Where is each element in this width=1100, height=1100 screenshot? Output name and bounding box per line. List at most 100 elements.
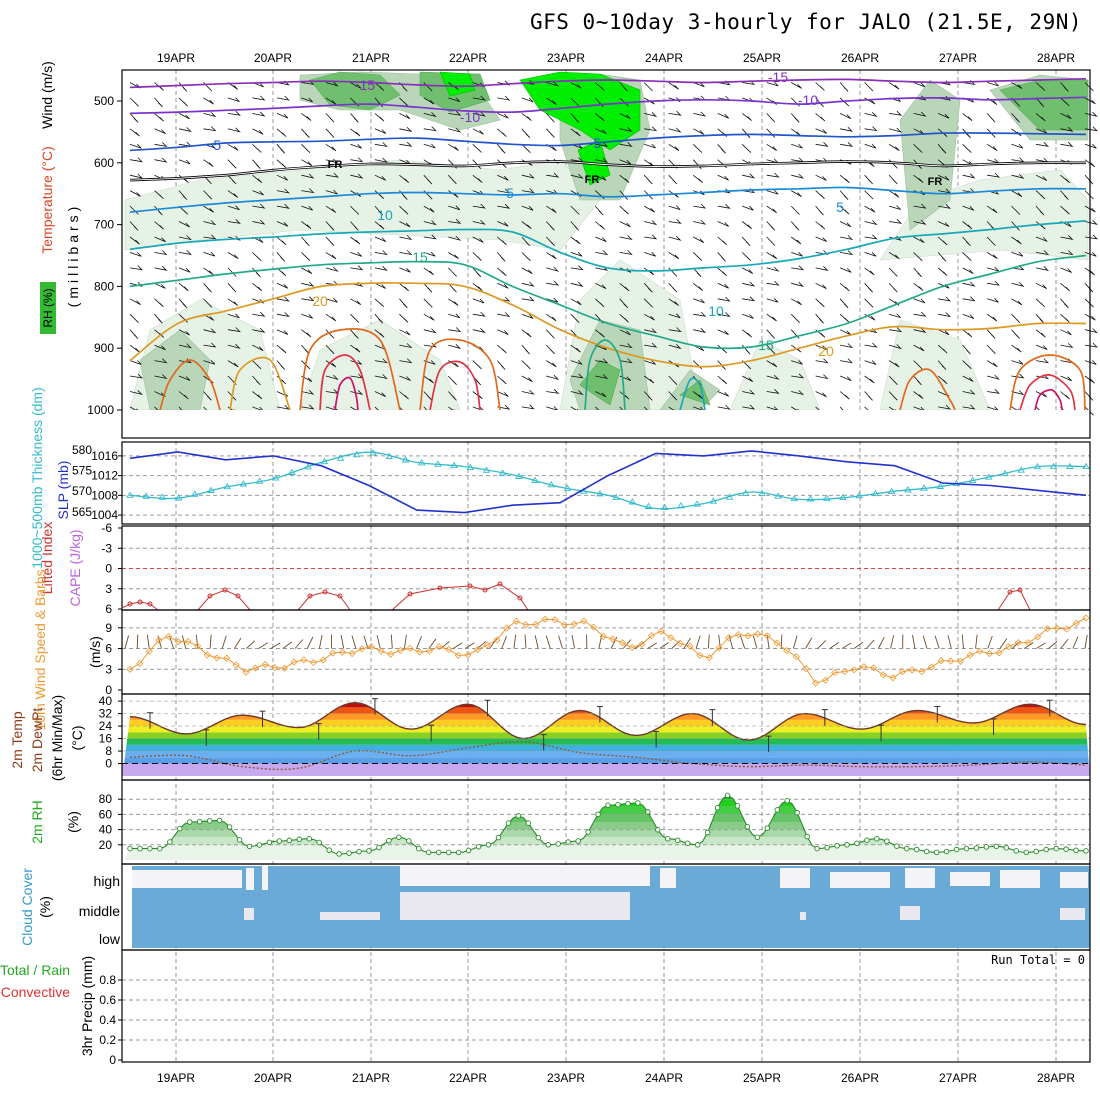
wind-speed-marker bbox=[1082, 614, 1090, 622]
y-tick-label: 1000 bbox=[87, 403, 114, 417]
wind-speed-marker bbox=[136, 659, 144, 668]
wind-barb bbox=[129, 344, 140, 353]
rh-tick-label: 60 bbox=[99, 807, 113, 821]
slp-tick-label: 1008 bbox=[91, 488, 118, 502]
cloud-clear-high bbox=[830, 872, 890, 888]
wind-barb bbox=[937, 344, 948, 354]
wind-speed-marker bbox=[464, 651, 472, 659]
chart-title: GFS 0~10day 3-hourly for JALO (21.5E, 29… bbox=[529, 10, 1082, 34]
rh-2m-marker bbox=[127, 845, 133, 852]
lifted-index-marker bbox=[337, 593, 343, 599]
wind-barb bbox=[497, 128, 507, 137]
thickness-marker bbox=[239, 480, 248, 487]
lifted-index-marker bbox=[222, 587, 228, 593]
wind-barb bbox=[301, 221, 312, 230]
wind-speed-marker bbox=[1014, 639, 1022, 647]
wind-barb bbox=[521, 113, 532, 121]
wind-barb bbox=[643, 190, 653, 200]
wind-barb bbox=[595, 174, 607, 181]
wind-barb bbox=[888, 174, 898, 185]
wind-barb bbox=[913, 111, 927, 117]
rh-2m-marker bbox=[286, 837, 293, 844]
wind-barb bbox=[840, 343, 854, 349]
wind-barb bbox=[203, 234, 217, 240]
wind-speed-marker bbox=[763, 632, 771, 640]
wind-barb bbox=[1084, 82, 1094, 92]
wind-barb bbox=[937, 174, 950, 181]
temp-band bbox=[122, 738, 1090, 745]
rh-2m-marker bbox=[864, 837, 870, 843]
wind-speed-marker bbox=[966, 651, 974, 659]
lifted-index-marker bbox=[482, 587, 488, 593]
wind-barb bbox=[1084, 190, 1094, 200]
wind-barb bbox=[595, 298, 605, 308]
thickness-marker bbox=[887, 487, 896, 495]
wind-barb bbox=[325, 205, 337, 213]
wind-speed-marker bbox=[908, 666, 916, 674]
wind-barb bbox=[1011, 221, 1020, 231]
slp-tick-label: 1016 bbox=[91, 449, 118, 463]
wind-barb bbox=[546, 329, 555, 339]
contour-label: FR bbox=[328, 159, 343, 171]
run-total-label: Run Total = 0 bbox=[991, 953, 1085, 967]
wind-barb bbox=[805, 637, 813, 649]
wind-barb bbox=[350, 82, 362, 89]
lifted-index-line bbox=[391, 583, 529, 611]
wind-barb bbox=[913, 174, 924, 183]
temp-unit-label: (°C) bbox=[69, 725, 85, 750]
wind-barb bbox=[1011, 236, 1022, 245]
wind-barb bbox=[423, 174, 433, 185]
rh-band bbox=[122, 822, 1090, 830]
wind-barb bbox=[546, 297, 559, 303]
slp-tick-label: 1012 bbox=[91, 469, 118, 483]
wind-barb bbox=[521, 173, 535, 179]
cloud-clear-middle bbox=[470, 895, 500, 919]
thickness-marker bbox=[1049, 462, 1058, 470]
cloud-clear-middle bbox=[800, 912, 806, 920]
wind-barb bbox=[791, 157, 805, 163]
wind-barb bbox=[374, 174, 386, 181]
wind-barb bbox=[619, 127, 633, 132]
wind-barb bbox=[913, 236, 925, 244]
wind-barb bbox=[937, 267, 948, 277]
wind-speed-marker bbox=[812, 679, 820, 687]
wind-barb bbox=[766, 189, 779, 195]
wind-barb bbox=[448, 375, 457, 385]
bottom-date-label: 28APR bbox=[1037, 1071, 1075, 1085]
wind-barb bbox=[1011, 390, 1025, 396]
wind-barb bbox=[154, 236, 166, 243]
wind-barb bbox=[742, 159, 753, 166]
rh-2m-marker bbox=[505, 820, 512, 826]
wind-speed-marker bbox=[329, 649, 337, 657]
wind-barb bbox=[693, 328, 707, 333]
wind-barb bbox=[1011, 190, 1023, 198]
wind-barb bbox=[791, 373, 805, 379]
rh-2m-marker bbox=[147, 845, 153, 852]
wind-barb bbox=[717, 329, 729, 335]
wind-barb bbox=[619, 82, 628, 92]
bottom-date-label: 20APR bbox=[254, 1071, 292, 1085]
thickness-marker bbox=[822, 494, 831, 501]
wind-barb bbox=[962, 329, 973, 338]
wind-barb bbox=[766, 81, 779, 87]
wind-barb bbox=[595, 282, 607, 289]
wind-barb bbox=[325, 252, 337, 260]
wind-speed-marker bbox=[271, 664, 279, 672]
wind-barb bbox=[301, 173, 315, 179]
cloud-level-label: middle bbox=[79, 903, 120, 919]
wind-barb bbox=[227, 298, 239, 306]
wind-barb bbox=[374, 142, 388, 148]
wind-unit-label: (m/s) bbox=[87, 636, 103, 668]
wind-barb bbox=[276, 144, 286, 154]
wind-tick-label: 9 bbox=[105, 621, 112, 635]
wind-barb bbox=[791, 173, 805, 179]
wind-barb bbox=[766, 634, 770, 649]
wind-barb bbox=[766, 252, 778, 260]
rh-2m-marker bbox=[336, 851, 342, 857]
thickness-tick-label: 580 bbox=[72, 443, 92, 457]
wind-speed-marker bbox=[734, 631, 742, 639]
rh-2m-marker bbox=[226, 824, 233, 830]
wind-barb bbox=[227, 313, 240, 319]
wind-barb bbox=[448, 97, 461, 102]
minmax-legend-label: (6hr Min/Max) bbox=[49, 695, 65, 781]
